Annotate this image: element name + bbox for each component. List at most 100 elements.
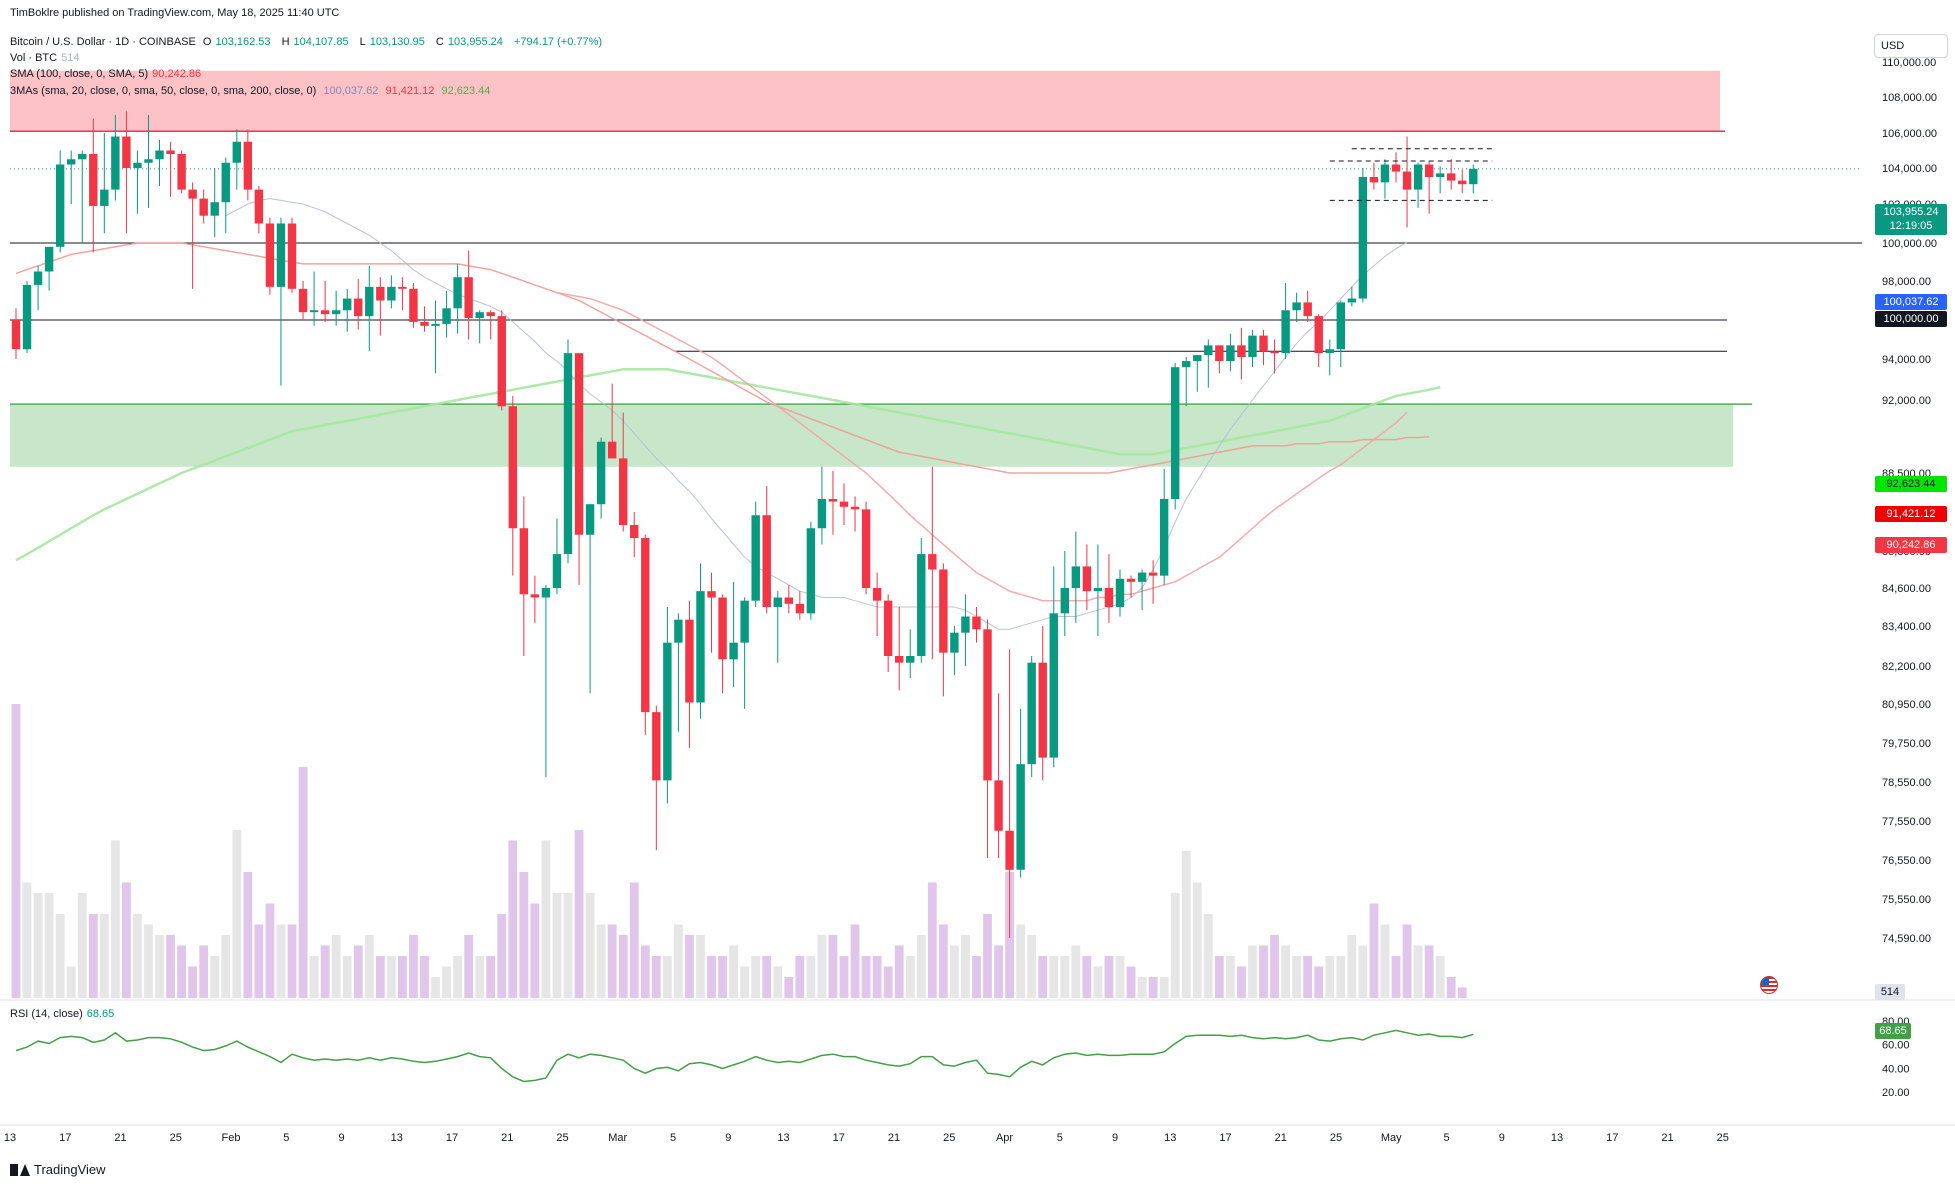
sma100-legend[interactable]: SMA (100, close, 0, SMA, 5) 90,242.86 <box>10 68 202 80</box>
candle-body <box>674 619 683 643</box>
volume-bar <box>353 945 363 998</box>
volume-bar <box>674 924 683 998</box>
volume-bar <box>1413 945 1423 998</box>
price-tick-label: 84,600.00 <box>1882 583 1931 595</box>
candle-body <box>641 538 650 713</box>
volume-bar <box>99 914 109 998</box>
candle-body <box>585 504 595 535</box>
volume-bar <box>1093 966 1103 998</box>
volume-bar <box>221 935 231 998</box>
candle-body <box>1204 345 1213 356</box>
volume-bar <box>1380 924 1390 998</box>
volume-bar <box>894 945 904 998</box>
change-value: +794.17 (+0.77%) <box>513 36 603 48</box>
candle-body <box>166 150 175 154</box>
level-100k-tag: 100,000.00 <box>1875 311 1947 327</box>
volume-bar <box>1082 956 1092 998</box>
candle-body <box>685 619 694 703</box>
time-tick-label: 5 <box>1057 1132 1063 1144</box>
volume-bar <box>994 945 1003 998</box>
candle-body <box>298 288 308 313</box>
candle-body <box>199 198 208 216</box>
candle-body <box>541 588 551 598</box>
volume-bar <box>475 956 485 998</box>
volume-bar <box>1457 987 1467 998</box>
candle-body <box>1424 164 1434 177</box>
candle-body <box>1093 588 1103 592</box>
us-flag-icon[interactable] <box>1760 976 1778 994</box>
candle-body <box>1071 566 1081 588</box>
rsi-legend[interactable]: RSI (14, close) 68.65 <box>10 1008 115 1020</box>
volume-bar <box>530 903 540 998</box>
3mas-legend[interactable]: 3MAs (sma, 20, close, 0, sma, 50, close,… <box>10 85 491 97</box>
volume-bar <box>1259 945 1268 998</box>
support-zone <box>10 404 1733 467</box>
candle-body <box>762 515 771 607</box>
candle-body <box>1369 177 1379 183</box>
time-axis: 13 17 21 25 Feb 5 9 13 17 21 25 Mar 5 9 13 17 21 25 Apr 5 9 1… <box>0 1124 1955 1144</box>
time-tick-label: 21 <box>1661 1132 1673 1144</box>
volume-bar <box>1038 956 1048 998</box>
candle-body <box>707 591 716 598</box>
volume-bar <box>320 945 330 998</box>
price-tick-label: 104,000.00 <box>1882 163 1937 175</box>
volume-bar <box>1358 945 1368 998</box>
sma100-line <box>15 242 1430 474</box>
volume-bar <box>386 956 396 998</box>
candle-body <box>44 246 54 272</box>
rsi-tick-label: 20.00 <box>1882 1087 1910 1099</box>
candle-body <box>1435 173 1445 177</box>
candle-body <box>287 223 297 289</box>
rsi-tick-label: 40.00 <box>1882 1063 1910 1075</box>
volume-bar <box>651 956 661 998</box>
volume-bar <box>375 956 385 998</box>
candle-body <box>519 528 529 595</box>
volume-bar <box>420 956 429 998</box>
volume-bar <box>629 882 639 998</box>
candle-body <box>1303 302 1312 317</box>
volume-bar <box>77 893 87 998</box>
volume-bar <box>1435 956 1445 998</box>
volume-bar <box>188 966 198 998</box>
last-price-tag: 103,955.24 12:19:05 <box>1875 204 1947 235</box>
volume-bar <box>265 903 275 998</box>
candle-body <box>806 528 816 614</box>
candle-body <box>221 162 230 203</box>
candle-body <box>309 310 319 313</box>
candle-body <box>331 310 341 315</box>
candle-body <box>740 600 749 643</box>
candle-body <box>795 603 805 614</box>
volume-legend[interactable]: Vol · BTC 514 <box>10 52 80 64</box>
sma100-tag: 90,242.86 <box>1875 537 1947 553</box>
candle-body <box>1182 361 1191 368</box>
time-tick-label: 25 <box>1717 1132 1729 1144</box>
candle-body <box>486 312 495 317</box>
volume-bar <box>309 956 319 998</box>
candle-body <box>839 501 849 507</box>
volume-bar <box>44 893 54 998</box>
candle-body <box>961 616 970 633</box>
volume-bar <box>243 872 253 998</box>
volume-bar <box>850 924 860 998</box>
candle-body <box>630 525 639 538</box>
rsi-tag: 68.65 <box>1875 1023 1911 1039</box>
sma200-tag: 92,623.44 <box>1875 476 1947 492</box>
candle-body <box>563 353 573 555</box>
volume-bar <box>55 914 65 998</box>
volume-bar <box>22 882 32 998</box>
volume-bar <box>883 966 893 998</box>
time-tick-label: Apr <box>996 1132 1013 1144</box>
candle-body <box>343 298 352 311</box>
volume-bar <box>287 924 297 998</box>
candle-body <box>1336 302 1345 350</box>
candle-body <box>1126 578 1136 582</box>
volume-bar <box>398 956 407 998</box>
currency-button[interactable]: USD <box>1874 34 1948 58</box>
candle-body <box>994 780 1003 831</box>
volume-bar <box>662 956 672 998</box>
volume-bar <box>707 956 716 998</box>
candle-body <box>265 223 275 287</box>
volume-bar <box>342 956 352 998</box>
